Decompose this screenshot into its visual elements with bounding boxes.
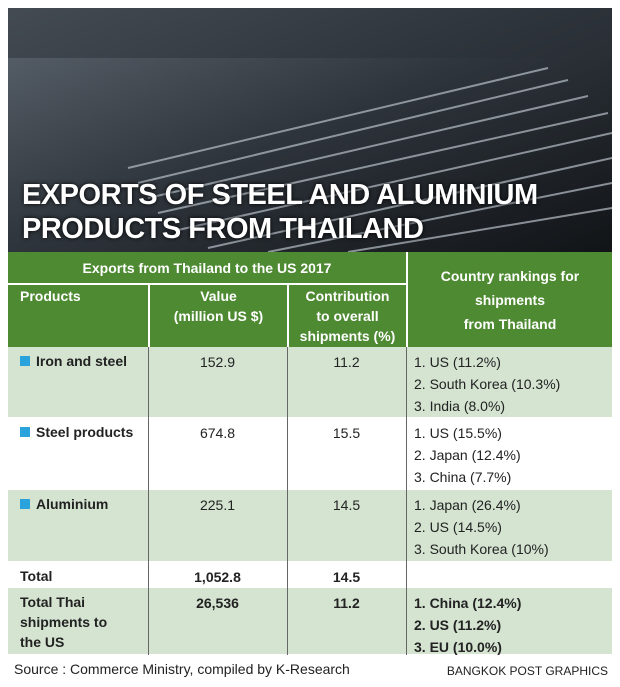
source: Source : Commerce Ministry, compiled by …	[14, 661, 350, 677]
title-line: EXPORTS OF STEEL AND ALUMINIUM	[22, 179, 538, 211]
ranking: 3. China (7.7%)	[414, 469, 512, 485]
contribution-cell: 11.2	[333, 354, 360, 370]
column-divider	[287, 588, 288, 655]
contribution-cell: 15.5	[332, 425, 361, 441]
header-line: shipments (%)	[299, 328, 396, 344]
ranking: 2. South Korea (10.3%)	[414, 376, 561, 392]
bullet	[20, 427, 30, 437]
column-divider	[406, 418, 407, 490]
product-cell: Steel products	[20, 418, 148, 442]
header-line: Contribution	[305, 288, 390, 304]
photo	[8, 8, 612, 252]
product-name: Aluminium	[36, 496, 109, 512]
column-divider	[406, 562, 407, 588]
row-background	[8, 418, 612, 490]
header-line: (million US $)	[173, 308, 264, 324]
column-divider	[148, 588, 149, 655]
title: EXPORTS OF STEEL AND ALUMINIUM PRODUCTS F…	[22, 178, 538, 246]
group-header: Exports from Thailand to the US 2017	[8, 252, 406, 283]
product-name: the US	[20, 634, 65, 650]
product-cell: Aluminium	[20, 490, 148, 514]
value-cell: 674.8	[199, 425, 236, 441]
header-line: Value	[200, 288, 237, 304]
product-name: Steel products	[36, 424, 134, 440]
column-divider	[287, 418, 288, 490]
ranking: 2. US (14.5%)	[414, 519, 502, 535]
column-divider	[287, 562, 288, 588]
product-name: Total	[20, 568, 53, 584]
value-cell: 26,536	[196, 595, 239, 611]
product-cell: Total	[20, 562, 148, 586]
ranking: 1. China (12.4%)	[414, 595, 522, 611]
header-line: Country rankings for	[440, 268, 580, 284]
credit: BANGKOK POST GRAPHICS	[446, 664, 608, 678]
rankings-cell	[414, 562, 612, 566]
rankings-cell: 1. US (15.5%) 2. Japan (12.4%) 3. China (7…	[414, 418, 612, 488]
product-cell: Total Thai shipments to the US	[20, 588, 148, 652]
product-cell: Iron and steel	[20, 347, 148, 371]
product-name: shipments to	[20, 614, 108, 630]
value-cell: 1,052.8	[194, 569, 241, 585]
contribution-cell: 11.2	[333, 595, 360, 611]
rankings-cell: 1. China (12.4%) 2. US (11.2%) 3. EU (10.0…	[414, 588, 612, 658]
bullet	[20, 356, 30, 366]
column-header: Products	[8, 285, 148, 347]
column-divider	[406, 490, 407, 562]
contribution-cell: 14.5	[332, 569, 361, 585]
ranking: 3. South Korea (10%)	[414, 541, 549, 557]
header-line: Products	[20, 288, 81, 304]
header-line: shipments	[474, 292, 545, 308]
header-line: from Thailand	[463, 316, 557, 332]
header-line: to overall	[316, 308, 379, 324]
rankings-cell: 1. US (11.2%) 2. South Korea (10.3%) 3. In…	[414, 347, 612, 417]
value-cell: 152.9	[199, 354, 236, 370]
row-background	[8, 490, 612, 562]
column-divider	[406, 588, 407, 655]
ranking: 3. India (8.0%)	[414, 398, 506, 414]
column-divider	[148, 418, 149, 490]
row-background	[8, 347, 612, 418]
column-divider	[287, 490, 288, 562]
row-background	[8, 562, 612, 588]
column-divider	[148, 490, 149, 562]
ranking: 1. US (15.5%)	[414, 425, 502, 441]
rankings-cell: 1. Japan (26.4%) 2. US (14.5%) 3. South Ko…	[414, 490, 612, 560]
ranking: 2. US (11.2%)	[414, 617, 502, 633]
contribution-cell: 14.5	[332, 497, 361, 513]
column-divider	[148, 347, 149, 418]
column-divider	[148, 562, 149, 588]
column-header: Contribution to overall shipments (%)	[289, 285, 406, 347]
ranking: 3. EU (10.0%)	[414, 639, 502, 655]
product-name: Iron and steel	[36, 353, 128, 369]
column-header: Value (million US $)	[150, 285, 287, 347]
ranking: 1. Japan (26.4%)	[414, 497, 521, 513]
row-background	[8, 588, 612, 655]
column-divider	[406, 347, 407, 418]
bullet	[20, 499, 30, 509]
column-divider	[287, 347, 288, 418]
product-name: Total Thai	[20, 594, 86, 610]
ranking: 2. Japan (12.4%)	[414, 447, 521, 463]
value-cell: 225.1	[199, 497, 236, 513]
title-line: PRODUCTS FROM THAILAND	[22, 213, 424, 245]
ranking: 1. US (11.2%)	[414, 354, 501, 370]
rankings-header: Country rankings for shipments from Thaila…	[408, 252, 612, 347]
